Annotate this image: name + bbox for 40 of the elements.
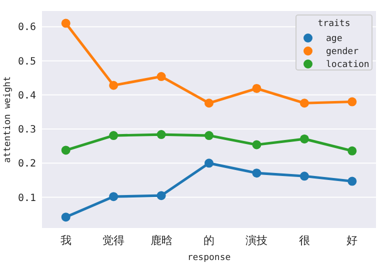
x-tick-label: 我 (60, 234, 72, 247)
y-tick-label: 0.5 (18, 56, 36, 68)
point (109, 131, 118, 140)
x-tick-label: 的 (204, 234, 214, 247)
x-tick-label: 演技 (246, 234, 268, 247)
point (156, 72, 166, 82)
point (348, 176, 357, 186)
legend-title: traits (318, 19, 350, 29)
point (109, 192, 118, 202)
x-tick-label: 觉得 (102, 234, 125, 247)
point (109, 80, 118, 90)
point (252, 140, 262, 150)
x-tick-label: 好 (346, 234, 358, 247)
point (61, 18, 70, 28)
point (204, 98, 214, 108)
point (300, 172, 309, 181)
y-axis-title: attention weight (3, 76, 13, 163)
point (61, 146, 70, 155)
point (252, 84, 262, 93)
point (61, 212, 70, 222)
y-tick-label: 0.1 (18, 192, 36, 204)
legend-label: location (326, 60, 370, 70)
legend-label: age (326, 34, 342, 44)
x-tick-label: 鹿晗 (150, 234, 172, 247)
x-axis-title: response (187, 253, 231, 263)
x-tick-label: 很 (298, 234, 310, 247)
point (300, 134, 309, 144)
y-tick-label: 0.2 (18, 158, 36, 170)
point (300, 98, 309, 108)
point (204, 131, 214, 140)
y-tick-label: 0.4 (18, 90, 36, 102)
point (156, 191, 166, 200)
point (348, 97, 357, 106)
point (348, 146, 357, 156)
point (252, 168, 262, 178)
y-tick-label: 0.6 (18, 22, 36, 34)
y-tick-label: 0.3 (18, 124, 36, 136)
point (204, 158, 214, 168)
point (156, 130, 166, 140)
legend-label: gender (326, 47, 360, 58)
